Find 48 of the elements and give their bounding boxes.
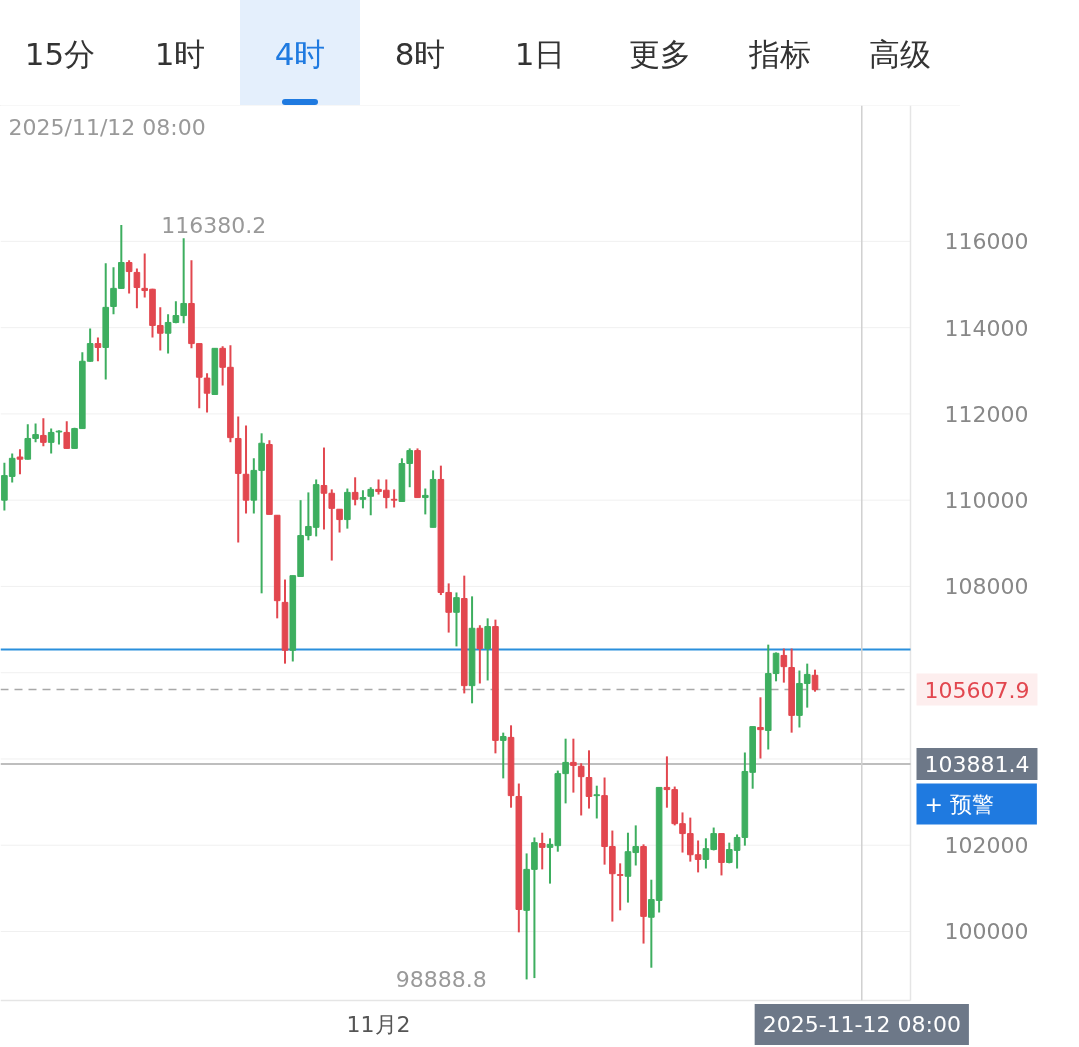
ref-line-label: 103881.4 — [924, 752, 1030, 778]
x-tick-label: 11月2 — [346, 1012, 411, 1037]
text: 15分 — [23, 35, 97, 74]
candlestick — [351, 476, 359, 507]
candlestick — [570, 737, 577, 794]
candlestick — [585, 749, 593, 810]
candlestick — [593, 784, 601, 820]
ref-line-label: 105607.9 — [924, 677, 1030, 703]
text: + 预警 — [924, 791, 994, 817]
text: 1时 — [153, 35, 207, 74]
text: 1日 — [513, 35, 567, 74]
candlestick — [577, 762, 585, 817]
text: 8时 — [393, 35, 447, 74]
annotation: 2025/11/12 08:00 — [8, 115, 206, 140]
candlestick — [476, 624, 484, 685]
y-tick-label: 108000 — [944, 574, 1029, 600]
annotation: 116380.2 — [161, 212, 267, 238]
text: 高级 — [868, 35, 932, 74]
candlestick — [453, 591, 460, 648]
y-tick-label: 116000 — [944, 229, 1029, 255]
candlestick — [499, 731, 507, 780]
candlestick — [367, 486, 375, 517]
candlestick — [757, 696, 764, 760]
y-tick-label: 110000 — [944, 488, 1029, 514]
candlestick — [538, 831, 546, 871]
y-tick-label: 100000 — [944, 919, 1029, 945]
candlestick — [336, 508, 343, 534]
annotation: 98888.8 — [395, 967, 487, 993]
candlestick — [133, 267, 141, 310]
candlestick — [484, 617, 491, 682]
candlestick — [811, 668, 819, 693]
candlestick — [63, 420, 71, 450]
candlestick — [94, 336, 102, 363]
candlestick — [16, 448, 24, 476]
candlestick — [40, 417, 47, 448]
y-tick-label: 114000 — [944, 315, 1029, 341]
candlestick — [359, 489, 367, 510]
y-tick-label: 102000 — [944, 833, 1029, 859]
y-tick-label: 112000 — [944, 401, 1029, 427]
text: 更多 — [628, 35, 692, 74]
candlestick — [780, 647, 788, 684]
x-tick-label: 2025-11-12 08:00 — [762, 1012, 961, 1037]
candlestick — [616, 862, 624, 912]
candlestick — [125, 259, 133, 295]
text: 4时 — [240, 0, 360, 105]
candlestick — [203, 372, 211, 414]
text: 指标 — [748, 35, 812, 74]
candlestick — [390, 488, 398, 509]
